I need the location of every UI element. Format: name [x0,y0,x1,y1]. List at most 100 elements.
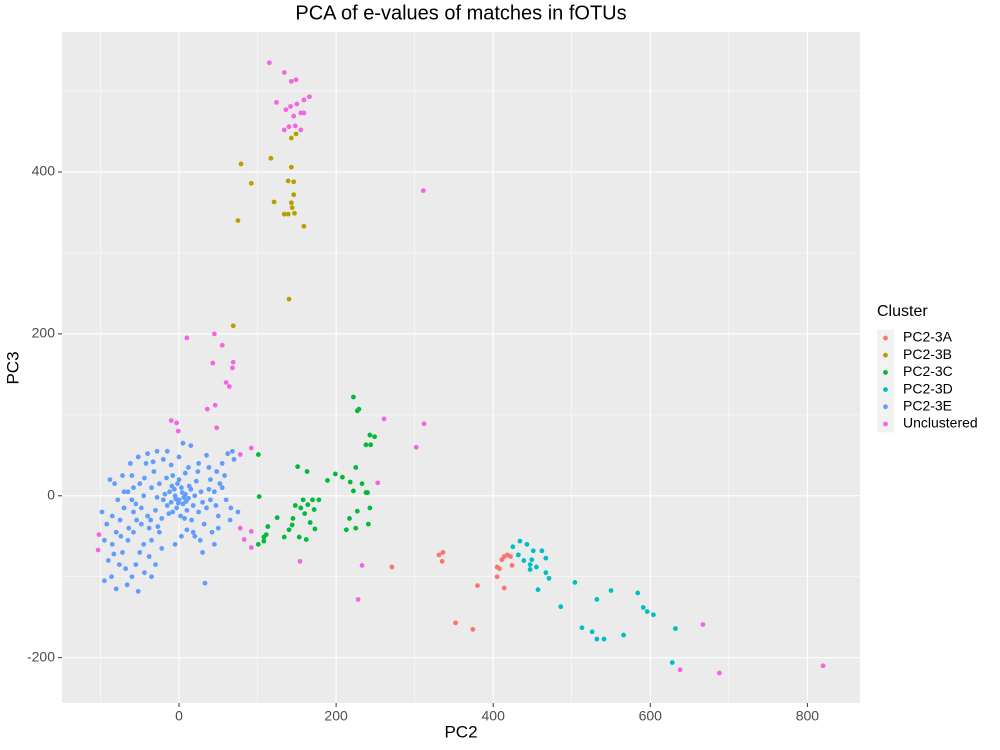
data-point [192,533,198,539]
data-point [292,503,298,508]
points [95,60,826,676]
data-point [181,495,187,500]
data-point [527,567,533,572]
data-point [290,516,296,521]
data-point [494,574,500,580]
data-point [248,180,254,186]
data-point [256,494,262,500]
data-point [230,365,235,371]
data-point [118,533,124,539]
data-point [175,428,181,434]
data-point [175,500,181,506]
data-point [150,459,156,465]
data-point [125,537,131,543]
data-point [367,432,373,438]
data-point [343,527,349,533]
data-point [227,517,233,523]
data-point [111,551,117,557]
data-point [168,418,174,423]
data-point [440,550,446,555]
data-point [211,331,217,337]
data-point [219,485,225,491]
data-point [356,406,362,412]
data-point [237,525,243,531]
data-point [436,552,442,558]
data-point [515,552,521,558]
data-point [214,425,220,431]
data-point [640,605,646,610]
data-point [300,497,306,503]
data-point [182,470,188,476]
data-point [215,513,221,519]
data-point [95,547,101,553]
data-point [621,632,626,638]
data-point [509,563,515,568]
data-point [255,541,261,547]
data-point [291,179,297,185]
data-point [453,620,458,626]
data-point [543,555,549,561]
data-point [530,548,536,554]
data-point [717,670,722,676]
data-point [238,161,244,167]
data-point [255,452,261,457]
data-point [673,626,678,631]
data-point [521,558,527,563]
data-point [296,534,302,540]
data-point [129,497,135,503]
data-point [420,188,426,194]
data-point [211,541,217,547]
data-point [579,625,585,631]
data-point [192,493,198,499]
data-point [510,544,516,550]
data-point [146,554,152,559]
data-point [166,511,172,516]
data-point [211,489,217,495]
data-point [248,529,254,534]
legend-marker [883,404,888,410]
data-point [102,578,107,584]
data-point [291,113,297,119]
data-point [292,210,297,216]
data-point [281,127,287,133]
data-point [241,537,247,542]
data-point [303,537,309,542]
data-point [193,478,199,484]
x-tick-label: 800 [796,708,820,724]
legend-marker [883,387,888,392]
axes: 0 200 400 600 800 -200 0 200 400 [27,163,819,724]
data-point [117,517,123,523]
data-point [301,110,307,116]
data-point [172,541,178,547]
data-point [208,497,213,503]
data-point [159,516,165,521]
data-point [294,101,300,107]
data-point [470,626,476,632]
data-point [121,505,127,511]
data-point [529,557,535,563]
data-point [186,465,191,470]
data-point [113,586,119,592]
data-point [131,529,136,535]
data-point [350,394,356,400]
data-point [285,178,291,184]
data-point [151,469,157,474]
data-point [189,517,194,523]
data-point [669,660,675,665]
data-point [475,583,480,589]
data-point [248,545,254,550]
legend-marker [883,421,888,427]
x-tick-label: 0 [175,708,183,724]
data-point [274,515,280,521]
data-point [169,483,175,489]
data-point [129,473,135,478]
grid [62,32,860,703]
data-point [99,509,105,515]
legend-marker [883,335,888,341]
data-point [131,485,136,491]
data-point [372,434,378,440]
data-point [355,596,361,602]
data-point [153,562,158,567]
data-point [142,570,147,576]
data-point [168,462,174,468]
